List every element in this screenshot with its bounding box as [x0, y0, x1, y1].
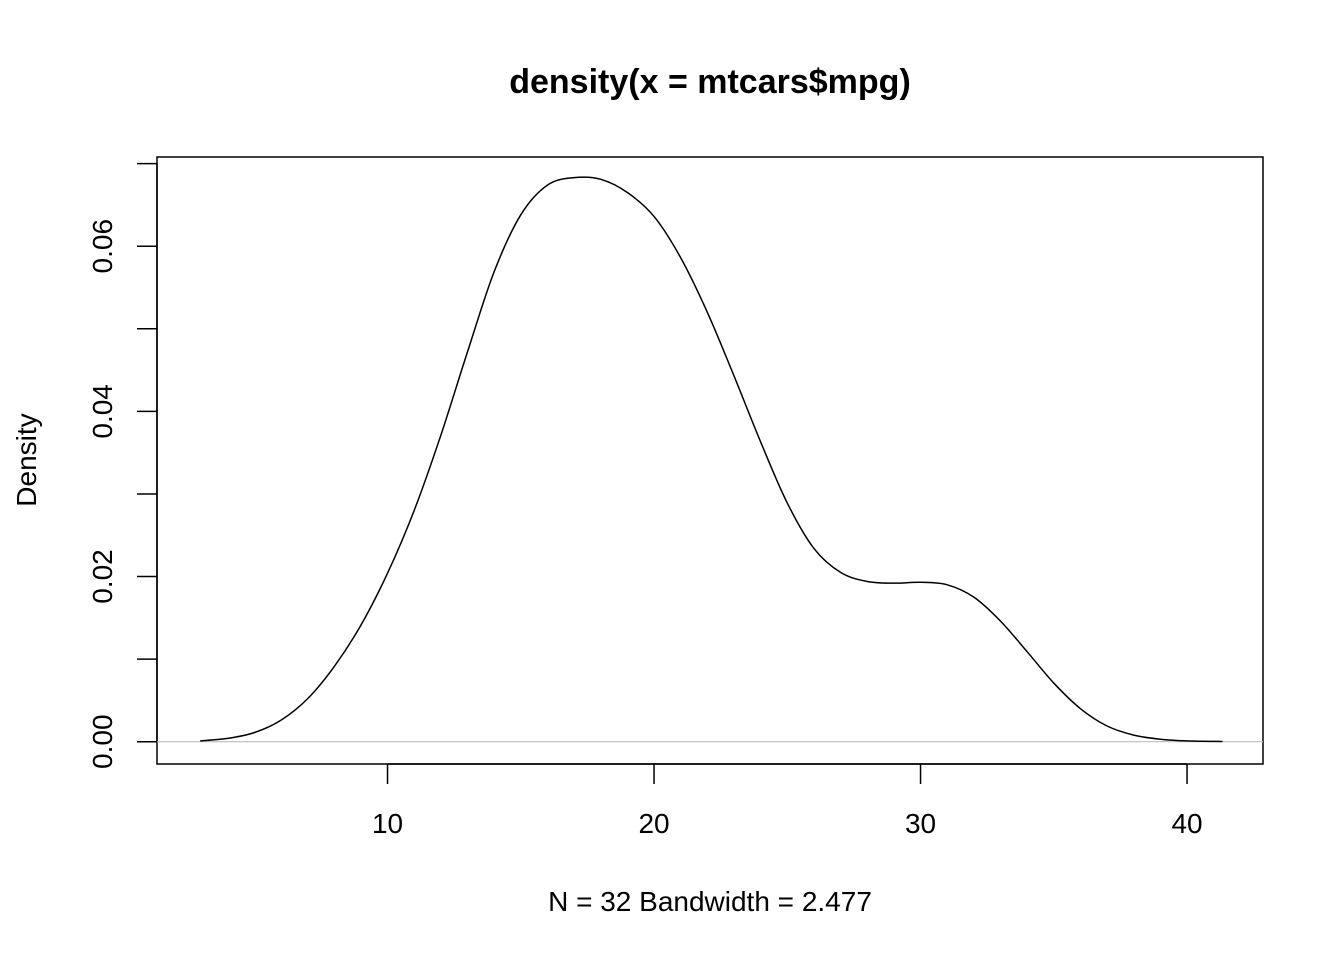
y-tick-label: 0.02	[87, 549, 118, 604]
y-tick-label: 0.04	[87, 384, 118, 439]
y-axis: 0.00 0.02 0.04 0.06	[87, 162, 158, 769]
x-tick-label: 20	[638, 808, 669, 839]
x-axis-label: N = 32 Bandwidth = 2.477	[548, 886, 872, 917]
chart-title: density(x = mtcars$mpg)	[509, 63, 911, 101]
plot-area	[157, 176, 1263, 743]
x-axis: 10 20 30 40	[372, 763, 1203, 839]
plot-frame	[156, 156, 1264, 765]
density-curve	[200, 176, 1223, 743]
x-tick-label: 30	[905, 808, 936, 839]
y-tick-label: 0.06	[87, 219, 118, 274]
y-axis-label: Density	[11, 413, 42, 506]
x-tick-label: 10	[372, 808, 403, 839]
x-tick-label: 40	[1171, 808, 1202, 839]
y-tick-label: 0.00	[87, 714, 118, 769]
